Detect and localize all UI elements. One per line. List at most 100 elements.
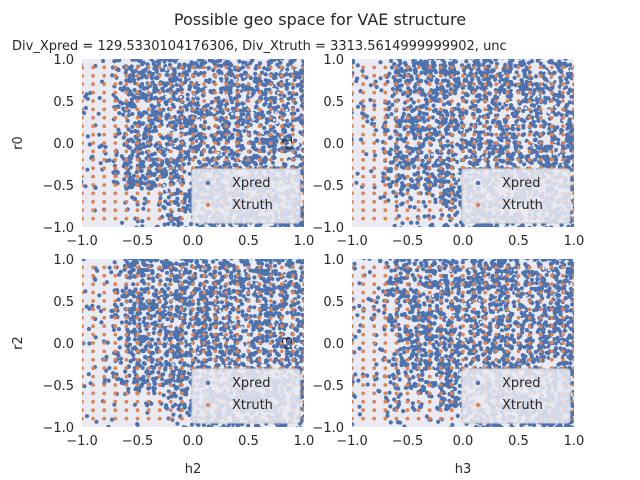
xpred-point: [236, 102, 241, 107]
gap-speck: [533, 101, 536, 104]
xtruth-point: [135, 174, 140, 179]
xpred-point: [428, 68, 434, 74]
xtruth-point: [372, 124, 377, 129]
xpred-point: [303, 202, 304, 206]
xpred-point: [207, 77, 212, 82]
xpred-point: [254, 119, 259, 124]
xpred-point: [100, 59, 106, 64]
xpred-point: [470, 77, 475, 82]
xtruth-point: [82, 73, 84, 78]
xpred-point: [136, 59, 141, 63]
xpred-point: [409, 220, 414, 225]
xtruth-point: [257, 65, 262, 70]
xtruth-point: [124, 99, 129, 103]
gap-speck: [186, 135, 189, 139]
xpred-point: [82, 125, 83, 128]
gap-speck: [533, 117, 537, 121]
xtruth-point: [235, 132, 240, 137]
xpred-point: [272, 143, 278, 148]
xpred-point: [219, 99, 224, 104]
xtruth-point: [146, 157, 151, 162]
xpred-point: [126, 179, 131, 184]
xpred-point: [436, 59, 441, 61]
xpred-point: [172, 199, 177, 204]
xpred-point: [352, 110, 354, 115]
xtruth-point: [246, 124, 251, 129]
xpred-point: [116, 127, 121, 132]
xtruth-point: [291, 149, 295, 154]
y-tick-label: −0.5: [42, 179, 74, 194]
xtruth-point: [168, 141, 173, 145]
xpred-point: [412, 172, 417, 177]
xpred-point: [196, 111, 201, 116]
xpred-point: [497, 148, 502, 153]
xtruth-point: [291, 124, 295, 129]
xtruth-point: [146, 65, 151, 70]
xpred-point: [139, 121, 144, 126]
xtruth-point: [168, 216, 173, 221]
xpred-point: [537, 86, 542, 91]
xpred-point: [364, 152, 369, 157]
gap-speck: [456, 170, 460, 173]
xtruth-point: [257, 107, 262, 112]
xtruth-point: [224, 149, 229, 154]
xpred-point: [399, 137, 404, 142]
xtruth-point: [372, 174, 377, 179]
gap-speck: [557, 131, 560, 134]
gap-speck: [165, 189, 169, 192]
xpred-point: [249, 86, 255, 91]
xtruth-point: [157, 82, 162, 87]
xtruth-point: [168, 199, 173, 204]
gap-speck: [220, 162, 223, 165]
xtruth-point: [168, 174, 173, 179]
xpred-point: [143, 129, 148, 134]
xpred-point: [176, 222, 181, 227]
xpred-point: [141, 142, 146, 147]
xtruth-point: [257, 157, 262, 162]
xpred-point: [253, 226, 257, 227]
xpred-point: [454, 80, 459, 85]
xpred-point: [139, 186, 144, 191]
xpred-point: [415, 61, 420, 66]
xpred-point: [527, 70, 533, 75]
xpred-point: [177, 62, 182, 67]
xpred-point: [222, 59, 225, 60]
xpred-point: [280, 59, 285, 61]
xpred-point: [230, 132, 235, 137]
xtruth-point: [146, 107, 151, 112]
xtruth-point: [82, 115, 84, 120]
xpred-point: [418, 104, 423, 109]
xtruth-point: [202, 90, 207, 95]
xpred-point: [573, 162, 574, 166]
xpred-point: [164, 134, 169, 139]
gap-speck: [491, 116, 495, 119]
xtruth-point: [191, 99, 195, 103]
xtruth-point: [102, 183, 107, 187]
xpred-point: [499, 165, 504, 170]
xpred-point: [565, 132, 570, 137]
xpred-point: [174, 118, 179, 123]
xpred-point: [390, 180, 395, 185]
gap-speck: [511, 97, 514, 101]
xpred-point: [394, 204, 399, 209]
xpred-point: [138, 146, 143, 151]
xtruth-point: [235, 65, 240, 70]
xtruth-point: [416, 65, 421, 70]
xtruth-point: [291, 141, 295, 145]
xtruth-point: [124, 199, 129, 204]
xpred-point: [454, 223, 459, 227]
xpred-point: [522, 69, 527, 74]
xpred-point: [191, 145, 196, 150]
xtruth-point: [202, 115, 207, 120]
gap-speck: [543, 69, 547, 72]
xpred-point: [128, 160, 133, 165]
xpred-point: [551, 154, 556, 159]
xtruth-point: [157, 65, 162, 70]
xpred-point: [230, 106, 235, 111]
xpred-point: [507, 59, 512, 61]
xpred-point: [284, 86, 289, 91]
xtruth-point: [113, 199, 118, 204]
xpred-point: [460, 85, 465, 90]
xtruth-point: [135, 132, 140, 137]
